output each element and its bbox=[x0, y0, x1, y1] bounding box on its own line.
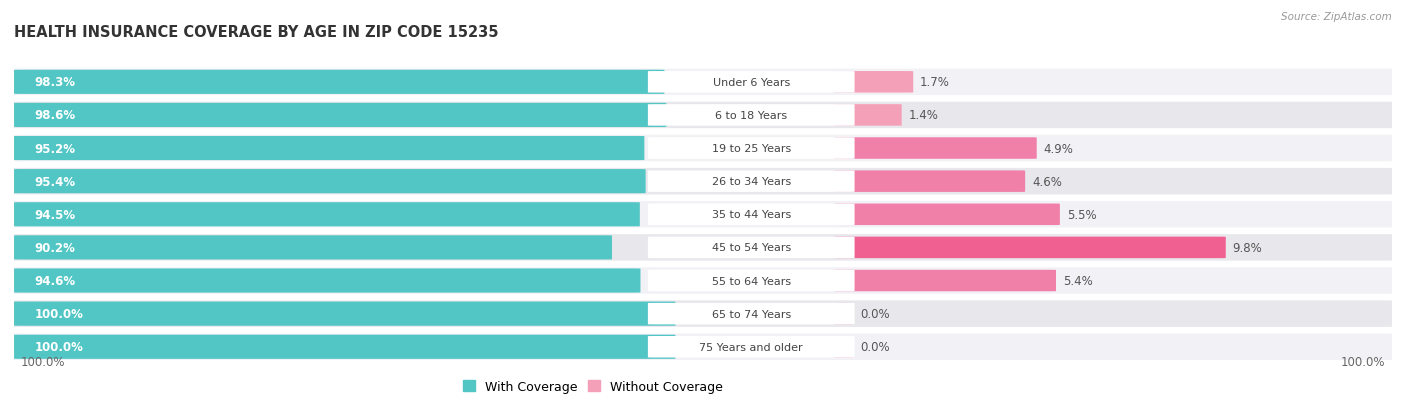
FancyBboxPatch shape bbox=[7, 202, 1399, 228]
Text: 95.2%: 95.2% bbox=[35, 142, 76, 155]
FancyBboxPatch shape bbox=[7, 169, 1399, 195]
Text: 5.5%: 5.5% bbox=[1067, 208, 1097, 221]
FancyBboxPatch shape bbox=[648, 105, 855, 126]
FancyBboxPatch shape bbox=[834, 270, 1056, 292]
FancyBboxPatch shape bbox=[834, 204, 1060, 225]
Text: 98.3%: 98.3% bbox=[35, 76, 76, 89]
Text: 4.6%: 4.6% bbox=[1032, 175, 1062, 188]
Text: 6 to 18 Years: 6 to 18 Years bbox=[716, 111, 787, 121]
Text: 100.0%: 100.0% bbox=[21, 355, 66, 368]
FancyBboxPatch shape bbox=[648, 303, 855, 325]
Text: 75 Years and older: 75 Years and older bbox=[699, 342, 803, 352]
FancyBboxPatch shape bbox=[7, 301, 1399, 327]
FancyBboxPatch shape bbox=[648, 270, 855, 292]
FancyBboxPatch shape bbox=[648, 336, 855, 358]
Text: 0.0%: 0.0% bbox=[860, 340, 890, 354]
Text: 98.6%: 98.6% bbox=[35, 109, 76, 122]
FancyBboxPatch shape bbox=[834, 171, 1025, 192]
Text: 90.2%: 90.2% bbox=[35, 241, 76, 254]
FancyBboxPatch shape bbox=[7, 268, 1399, 294]
FancyBboxPatch shape bbox=[7, 334, 1399, 360]
Text: 35 to 44 Years: 35 to 44 Years bbox=[711, 210, 790, 220]
Text: 65 to 74 Years: 65 to 74 Years bbox=[711, 309, 790, 319]
Text: Source: ZipAtlas.com: Source: ZipAtlas.com bbox=[1281, 12, 1392, 22]
Text: 45 to 54 Years: 45 to 54 Years bbox=[711, 243, 790, 253]
FancyBboxPatch shape bbox=[834, 105, 901, 126]
FancyBboxPatch shape bbox=[834, 336, 853, 358]
Text: 1.7%: 1.7% bbox=[920, 76, 950, 89]
FancyBboxPatch shape bbox=[14, 269, 641, 293]
FancyBboxPatch shape bbox=[14, 104, 666, 128]
FancyBboxPatch shape bbox=[7, 102, 1399, 129]
Text: 94.5%: 94.5% bbox=[35, 208, 76, 221]
FancyBboxPatch shape bbox=[648, 237, 855, 259]
FancyBboxPatch shape bbox=[14, 203, 640, 227]
Text: 5.4%: 5.4% bbox=[1063, 274, 1092, 287]
FancyBboxPatch shape bbox=[14, 236, 612, 260]
Text: 100.0%: 100.0% bbox=[1340, 355, 1385, 368]
FancyBboxPatch shape bbox=[14, 137, 644, 161]
Text: HEALTH INSURANCE COVERAGE BY AGE IN ZIP CODE 15235: HEALTH INSURANCE COVERAGE BY AGE IN ZIP … bbox=[14, 25, 499, 40]
Text: 1.4%: 1.4% bbox=[908, 109, 938, 122]
FancyBboxPatch shape bbox=[648, 138, 855, 159]
FancyBboxPatch shape bbox=[648, 72, 855, 93]
Text: 9.8%: 9.8% bbox=[1233, 241, 1263, 254]
FancyBboxPatch shape bbox=[648, 204, 855, 225]
FancyBboxPatch shape bbox=[7, 135, 1399, 162]
Text: 4.9%: 4.9% bbox=[1043, 142, 1074, 155]
Text: 55 to 64 Years: 55 to 64 Years bbox=[711, 276, 790, 286]
FancyBboxPatch shape bbox=[7, 69, 1399, 96]
Text: 100.0%: 100.0% bbox=[35, 307, 83, 320]
FancyBboxPatch shape bbox=[834, 303, 853, 325]
FancyBboxPatch shape bbox=[834, 72, 914, 93]
Text: Under 6 Years: Under 6 Years bbox=[713, 78, 790, 88]
Text: 0.0%: 0.0% bbox=[860, 307, 890, 320]
FancyBboxPatch shape bbox=[7, 235, 1399, 261]
Text: 19 to 25 Years: 19 to 25 Years bbox=[711, 144, 790, 154]
FancyBboxPatch shape bbox=[648, 171, 855, 192]
Text: 100.0%: 100.0% bbox=[35, 340, 83, 354]
FancyBboxPatch shape bbox=[14, 71, 665, 95]
FancyBboxPatch shape bbox=[14, 302, 675, 326]
FancyBboxPatch shape bbox=[14, 335, 675, 359]
FancyBboxPatch shape bbox=[14, 170, 645, 194]
FancyBboxPatch shape bbox=[834, 138, 1036, 159]
Text: 26 to 34 Years: 26 to 34 Years bbox=[711, 177, 790, 187]
Text: 95.4%: 95.4% bbox=[35, 175, 76, 188]
FancyBboxPatch shape bbox=[834, 237, 1226, 259]
Text: 94.6%: 94.6% bbox=[35, 274, 76, 287]
Legend: With Coverage, Without Coverage: With Coverage, Without Coverage bbox=[457, 375, 728, 398]
